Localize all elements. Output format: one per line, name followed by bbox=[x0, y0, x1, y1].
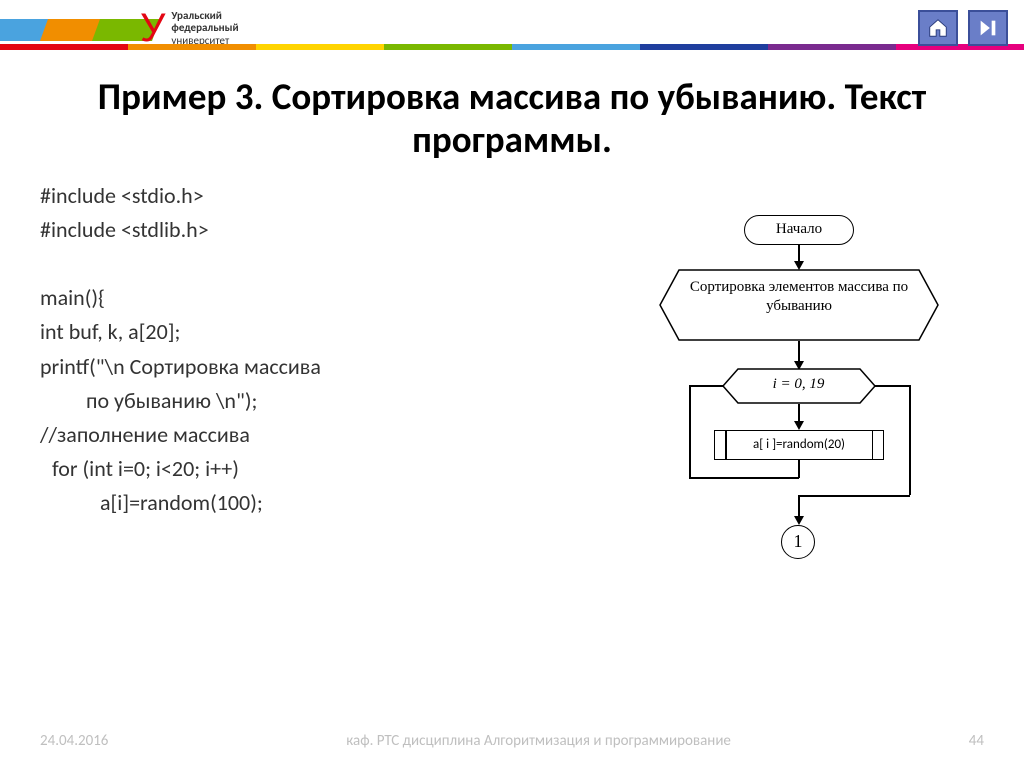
footer-page: 44 bbox=[969, 732, 984, 751]
flowchart: Начало Сортировка элементов массива по у… bbox=[604, 215, 984, 635]
slide-title: Пример 3. Сортировка массива по убыванию… bbox=[40, 76, 984, 161]
code-line: main(){ bbox=[40, 281, 604, 315]
flow-arrow bbox=[689, 385, 691, 478]
next-button[interactable] bbox=[968, 10, 1008, 46]
home-button[interactable] bbox=[918, 10, 958, 46]
flowchart-column: Начало Сортировка элементов массива по у… bbox=[604, 179, 984, 635]
code-line: #include <stdio.h> bbox=[40, 179, 604, 213]
code-line: for (int i=0; i<20; i++) bbox=[40, 452, 604, 486]
flow-arrow bbox=[689, 385, 723, 387]
flow-arrow bbox=[798, 495, 910, 497]
flow-start: Начало bbox=[744, 215, 854, 245]
code-line: a[i]=random(100); bbox=[40, 486, 604, 520]
rainbow-bar bbox=[0, 44, 1024, 50]
code-line: по убыванию \n"); bbox=[40, 384, 604, 418]
arrow-head-icon bbox=[794, 421, 804, 430]
flow-process: a[ i ]=random(20) bbox=[714, 430, 884, 460]
flow-arrow bbox=[909, 385, 911, 495]
arrow-head-icon bbox=[794, 516, 804, 525]
footer-dept: каф. РТС дисциплина Алгоритмизация и про… bbox=[108, 732, 968, 751]
color-bars-left bbox=[0, 19, 156, 41]
flow-subprocess: Сортировка элементов массива по убыванию bbox=[669, 270, 929, 340]
code-line: #include <stdlib.h> bbox=[40, 213, 604, 247]
nav-icons bbox=[918, 10, 1008, 46]
flow-arrow bbox=[874, 385, 910, 387]
home-icon bbox=[927, 17, 949, 39]
flow-arrow bbox=[798, 341, 800, 363]
code-column: #include <stdio.h> #include <stdlib.h> m… bbox=[40, 179, 604, 635]
flow-loop: i = 0, 19 bbox=[726, 370, 871, 402]
slide-header: У Уральский федеральный университет bbox=[0, 0, 1024, 60]
content-area: #include <stdio.h> #include <stdlib.h> m… bbox=[0, 179, 1024, 635]
code-line: printf("\n Сортировка массива bbox=[40, 350, 604, 384]
flow-arrow bbox=[689, 477, 799, 479]
footer-date: 24.04.2016 bbox=[40, 732, 108, 751]
logo-text: Уральский федеральный университет bbox=[171, 10, 238, 46]
flow-arrow bbox=[798, 460, 800, 478]
code-line bbox=[40, 247, 604, 281]
code-line: int buf, k, a[20]; bbox=[40, 315, 604, 349]
slide-footer: 24.04.2016 каф. РТС дисциплина Алгоритми… bbox=[0, 732, 1024, 751]
next-icon bbox=[977, 17, 999, 39]
flow-connector: 1 bbox=[781, 525, 815, 559]
code-line: //заполнение массива bbox=[40, 418, 604, 452]
